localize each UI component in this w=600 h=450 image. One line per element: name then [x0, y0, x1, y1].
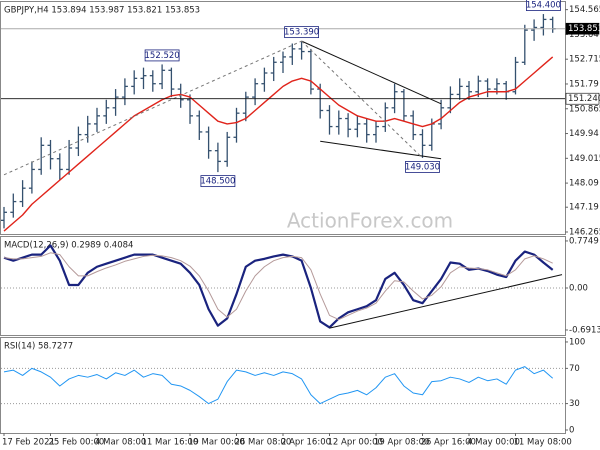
annotation-box [284, 26, 320, 39]
annotation-box [526, 0, 561, 11]
pane-title: GBPJPY,H4 153.894 153.987 153.821 153.85… [4, 6, 200, 16]
annotation-box [405, 161, 440, 173]
x-tick-label: 11 Mar 16:00 [142, 438, 199, 448]
y-tick-label: 153.64 [569, 30, 599, 40]
y-tick-label: 150.865 [569, 104, 600, 114]
price-box-label: 153.853 [568, 24, 600, 34]
rsi-line [3, 366, 554, 405]
y-tick-label: 146.265 [569, 227, 600, 237]
x-tick-label: 19 Apr 08:00 [374, 438, 429, 448]
watermark: ActionForex.com [287, 209, 453, 233]
macd-line [3, 244, 554, 329]
x-tick-label: 17 Feb 2021 [2, 438, 55, 448]
macd-line [3, 252, 553, 321]
y-tick-label: 0.00 [569, 284, 588, 294]
moving-average [3, 56, 554, 232]
x-tick-label: 4 May 00:00 [467, 438, 520, 448]
y-tick-label: 149.94 [569, 129, 599, 139]
price-pane [0, 1, 566, 235]
pane-title: MACD(12,26,9) 0.2989 0.4084 [4, 241, 133, 251]
pane-title: RSI(14) 58.7277 [4, 342, 73, 352]
x-tick-label: 25 Feb 00:00 [49, 438, 105, 448]
price-box [565, 22, 600, 35]
y-tick-label: 70 [569, 364, 580, 374]
y-tick-label: -0.6913 [569, 325, 600, 335]
price-box-label: 151.240 [568, 94, 600, 104]
annotation-box [144, 49, 180, 62]
y-tick-label: 0.7749 [569, 236, 599, 246]
annotation-label: 148.500 [200, 177, 235, 187]
annotation-label: 154.400 [526, 1, 561, 11]
annotation-label: 149.030 [405, 162, 440, 172]
price-box [565, 92, 600, 105]
x-tick-label: 26 Mar 08:00 [235, 438, 292, 448]
x-tick-label: 11 May 08:00 [514, 438, 572, 448]
y-tick-label: 151.79 [569, 79, 599, 89]
y-tick-label: 154.565 [569, 5, 600, 15]
x-tick-label: 12 Apr 00:00 [328, 438, 383, 448]
y-tick-label: 152.715 [569, 55, 600, 65]
annotation-box [200, 175, 236, 188]
trendline [301, 40, 442, 105]
trendline [329, 274, 563, 329]
trendline [320, 140, 442, 160]
annotation-label: 153.390 [284, 28, 319, 38]
y-tick-label: 148.09 [569, 179, 599, 189]
y-tick-label: 149.015 [569, 154, 600, 164]
y-tick-label: 147.19 [569, 203, 599, 213]
y-tick-label: 100 [569, 337, 585, 347]
x-tick-label: 19 Mar 00:00 [188, 438, 245, 448]
trendline [3, 40, 302, 176]
annotation-label: 152.520 [145, 51, 180, 61]
x-tick-label: 4 Mar 08:00 [95, 438, 146, 448]
y-tick-label: 30 [569, 399, 580, 409]
trendline [301, 40, 423, 159]
y-tick-label: 0 [569, 426, 574, 436]
x-tick-label: 2 Apr 16:00 [281, 438, 331, 448]
x-tick-label: 26 Apr 16:00 [421, 438, 476, 448]
macd-pane [0, 236, 566, 336]
